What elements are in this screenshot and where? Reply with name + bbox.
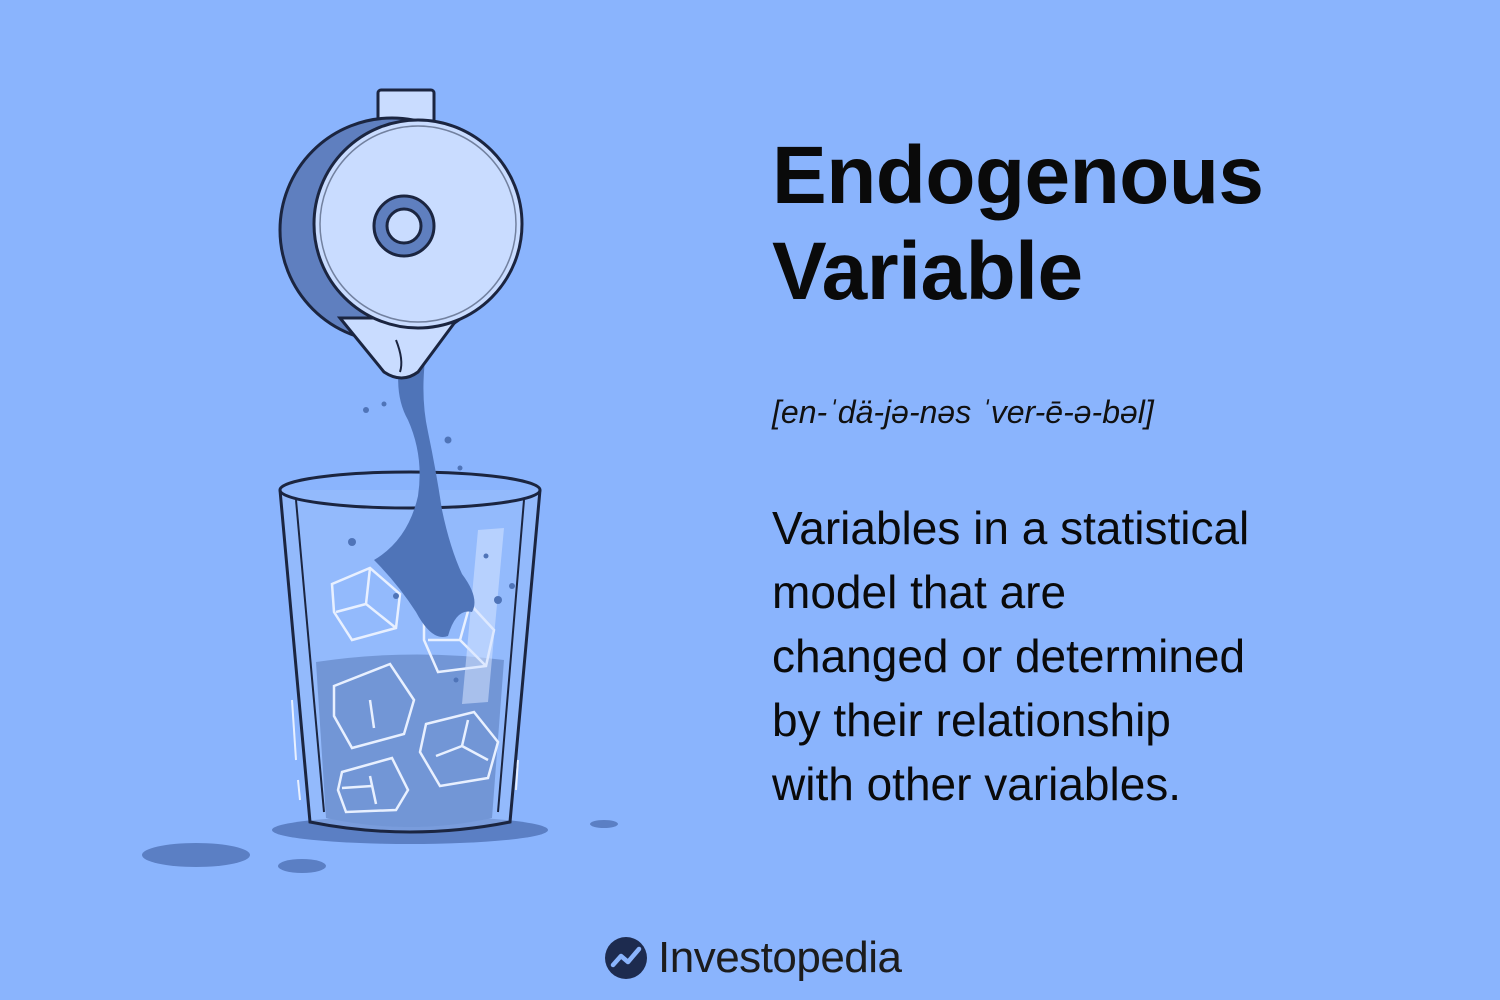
definition-line: model that are	[772, 566, 1067, 618]
term-title: Endogenous Variable	[772, 128, 1432, 320]
term-title-line-2: Variable	[772, 226, 1083, 317]
investopedia-logo-icon	[605, 937, 647, 979]
definition-line: Variables in a statistical	[772, 502, 1250, 554]
pitcher	[278, 88, 524, 380]
term-title-line-1: Endogenous	[772, 130, 1264, 221]
definition: Variables in a statistical model that ar…	[772, 496, 1412, 816]
puddles	[142, 816, 618, 873]
liquid-stream	[348, 348, 515, 683]
pitcher-pouring-illustration	[142, 88, 618, 873]
definition-line: changed or determined	[772, 630, 1246, 682]
brand-footer: Investopedia	[604, 932, 902, 984]
definition-line: with other variables.	[772, 758, 1182, 810]
definition-line: by their relationship	[772, 694, 1171, 746]
glass	[278, 470, 542, 834]
pronunciation: [en-ˈdä-jə-nəs ˈver-ē-ə-bəl]	[772, 394, 1154, 430]
brand-name: Investopedia	[658, 933, 902, 982]
